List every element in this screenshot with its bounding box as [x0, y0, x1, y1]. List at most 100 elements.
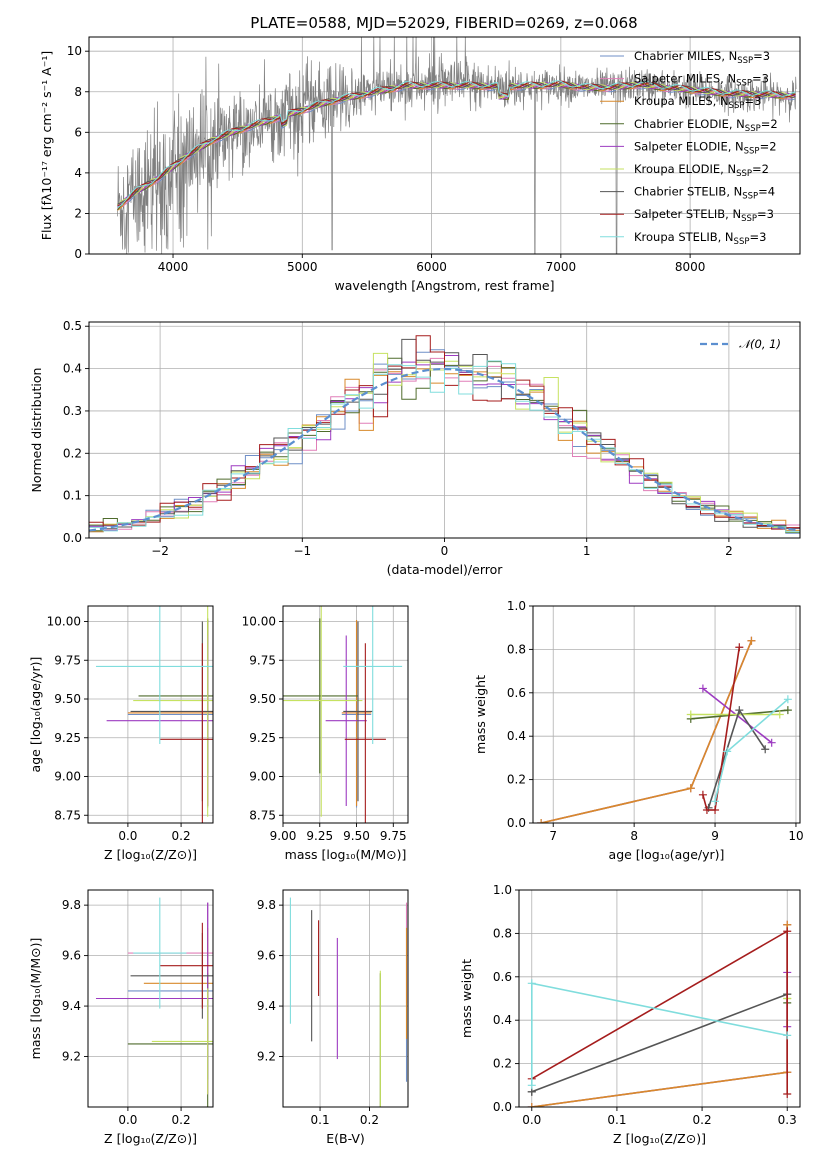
weight-marker [747, 636, 756, 645]
x-axis-label: E(B-V) [326, 1131, 365, 1146]
y-tick-label: 2 [74, 206, 82, 220]
legend-tail: =3 [757, 207, 774, 221]
x-tick-label: −1 [293, 544, 311, 558]
plot-area-residual_hist [89, 335, 800, 534]
legend-tail: =4 [758, 185, 775, 199]
model-spectrum-5 [117, 82, 796, 206]
legend-sub: SSP [729, 101, 745, 111]
x-tick-label: 8000 [675, 260, 706, 274]
y-tick-label: 9.50 [54, 692, 81, 706]
panel-mass_vs_EBV: 0.1 0.2 9.2 9.4 9.6 9.8 E(B-V) [257, 889, 409, 1146]
x-tick-label: 0.1 [311, 1113, 330, 1127]
y-axis-label: Normed distribution [29, 368, 44, 493]
x-tick-label: 7 [549, 829, 557, 843]
weight-line-1 [540, 640, 753, 823]
weight-line-2 [531, 924, 788, 1107]
y-tick-label: 9.2 [257, 1050, 276, 1064]
legend-tail: =3 [744, 94, 761, 108]
y-tick-label: 0.0 [507, 816, 526, 830]
model-spectrum-1 [117, 83, 796, 210]
legend-sub: SSP [744, 146, 760, 156]
x-tick-label: 0 [441, 544, 449, 558]
y-axis-label: mass weight [473, 675, 488, 754]
weight-line-7 [702, 647, 741, 811]
panel-mass_weight_vs_Z: 0.0 0.1 0.2 0.3 0.0 0.2 0.4 0.6 0.8 1.0 Z [log₁₀(Z… [459, 883, 801, 1146]
panel-residual_hist: −2 −1 0 1 2 0.0 0.1 0.2 0.3 0.4 0.5 (data-model)/er… [29, 319, 801, 577]
weight-marker [723, 747, 732, 756]
y-axis-label: Flux [fλ10⁻¹⁷ erg cm⁻² s⁻¹ A⁻¹] [39, 51, 54, 240]
y-tick-label: 0.2 [493, 1057, 512, 1071]
y-tick-label: 10.00 [242, 615, 276, 629]
axes-frame [532, 605, 801, 824]
y-tick-label: 10 [67, 44, 82, 58]
weight-marker [698, 684, 707, 693]
y-tick-label: 1.0 [507, 599, 526, 613]
y-tick-label: 9.75 [249, 653, 276, 667]
legend-sub: SSP [736, 169, 752, 179]
weight-marker [527, 1103, 536, 1107]
legend-sub: SSP [745, 124, 761, 134]
x-tick-label: 0.3 [778, 1113, 797, 1127]
legend-entry: 𝒩(0, 1) [739, 337, 781, 351]
legend-tail: =2 [760, 139, 777, 153]
y-tick-label: 0.2 [63, 446, 82, 460]
plot-area-mass_vs_EBV [289, 897, 408, 1107]
y-tick-label: 0.4 [507, 729, 526, 743]
model-spectrum-8 [117, 80, 796, 208]
weight-line-2 [540, 640, 753, 823]
axes-frame [88, 36, 801, 255]
plot-area-age_vs_Z [95, 606, 213, 823]
y-tick-label: 0.2 [507, 773, 526, 787]
legend-tail: =3 [753, 49, 770, 63]
x-tick-label: 0.1 [607, 1113, 626, 1127]
y-tick-label: 8.75 [54, 808, 81, 822]
weight-marker [686, 784, 695, 793]
y-tick-label: 8.75 [249, 808, 276, 822]
x-axis-label: wavelength [Angstrom, rest frame] [334, 278, 554, 293]
plot-area-mass_weight_vs_Z [527, 920, 792, 1107]
weight-marker [537, 819, 546, 823]
panel-mass_vs_Z: 0.0 0.2 9.2 9.4 9.6 9.8 Z [log₁₀(Z/Z⊙)] mass [l… [28, 889, 214, 1146]
weight-marker [783, 706, 792, 715]
x-tick-label: 2 [725, 544, 733, 558]
weight-marker [783, 927, 792, 936]
weight-line-6 [531, 993, 788, 1093]
weight-marker [761, 745, 770, 754]
legend-name: Kroupa ELODIE, N [634, 162, 736, 176]
y-tick-label: 9.8 [62, 898, 81, 912]
y-axis-label: mass [log₁₀(M/M⊙)] [28, 938, 43, 1060]
weight-marker [775, 710, 784, 719]
x-axis-label: Z [log₁₀(Z/Z⊙)] [613, 1131, 706, 1146]
x-tick-label: 9.50 [343, 829, 370, 843]
y-tick-label: 4 [74, 166, 82, 180]
y-tick-label: 9.75 [54, 653, 81, 667]
legend-name: Kroupa STELIB, N [634, 230, 734, 244]
x-tick-label: 9 [711, 829, 719, 843]
y-tick-label: 9.8 [257, 898, 276, 912]
axes-frame [282, 889, 409, 1108]
y-tick-label: 9.00 [54, 770, 81, 784]
x-axis-label: Z [log₁₀(Z/Z⊙)] [104, 1131, 197, 1146]
axes-frame [282, 605, 409, 824]
x-tick-label: 0.0 [118, 829, 137, 843]
legend-sub: SSP [742, 192, 758, 202]
weight-marker [711, 805, 720, 814]
weight-line-0 [531, 924, 788, 1107]
x-tick-label: 8 [630, 829, 638, 843]
weight-marker [735, 643, 744, 652]
y-tick-label: 0.6 [507, 686, 526, 700]
x-tick-label: 0.0 [522, 1113, 541, 1127]
weight-marker [527, 1081, 536, 1090]
legend-entry: Salpeter STELIB, NSSP=3 [634, 207, 774, 224]
weight-line-0 [540, 640, 753, 823]
x-axis-label: age [log₁₀(age/yr)] [609, 847, 725, 862]
axes-frame [87, 889, 214, 1108]
x-tick-label: 0.2 [693, 1113, 712, 1127]
x-tick-label: 10 [788, 829, 803, 843]
legend-name: Salpeter STELIB, N [634, 207, 741, 221]
legend-name: Salpeter MILES, N [634, 72, 736, 86]
weight-marker [686, 710, 695, 719]
x-tick-label: 9.25 [306, 829, 333, 843]
weight-line-1 [531, 924, 788, 1107]
